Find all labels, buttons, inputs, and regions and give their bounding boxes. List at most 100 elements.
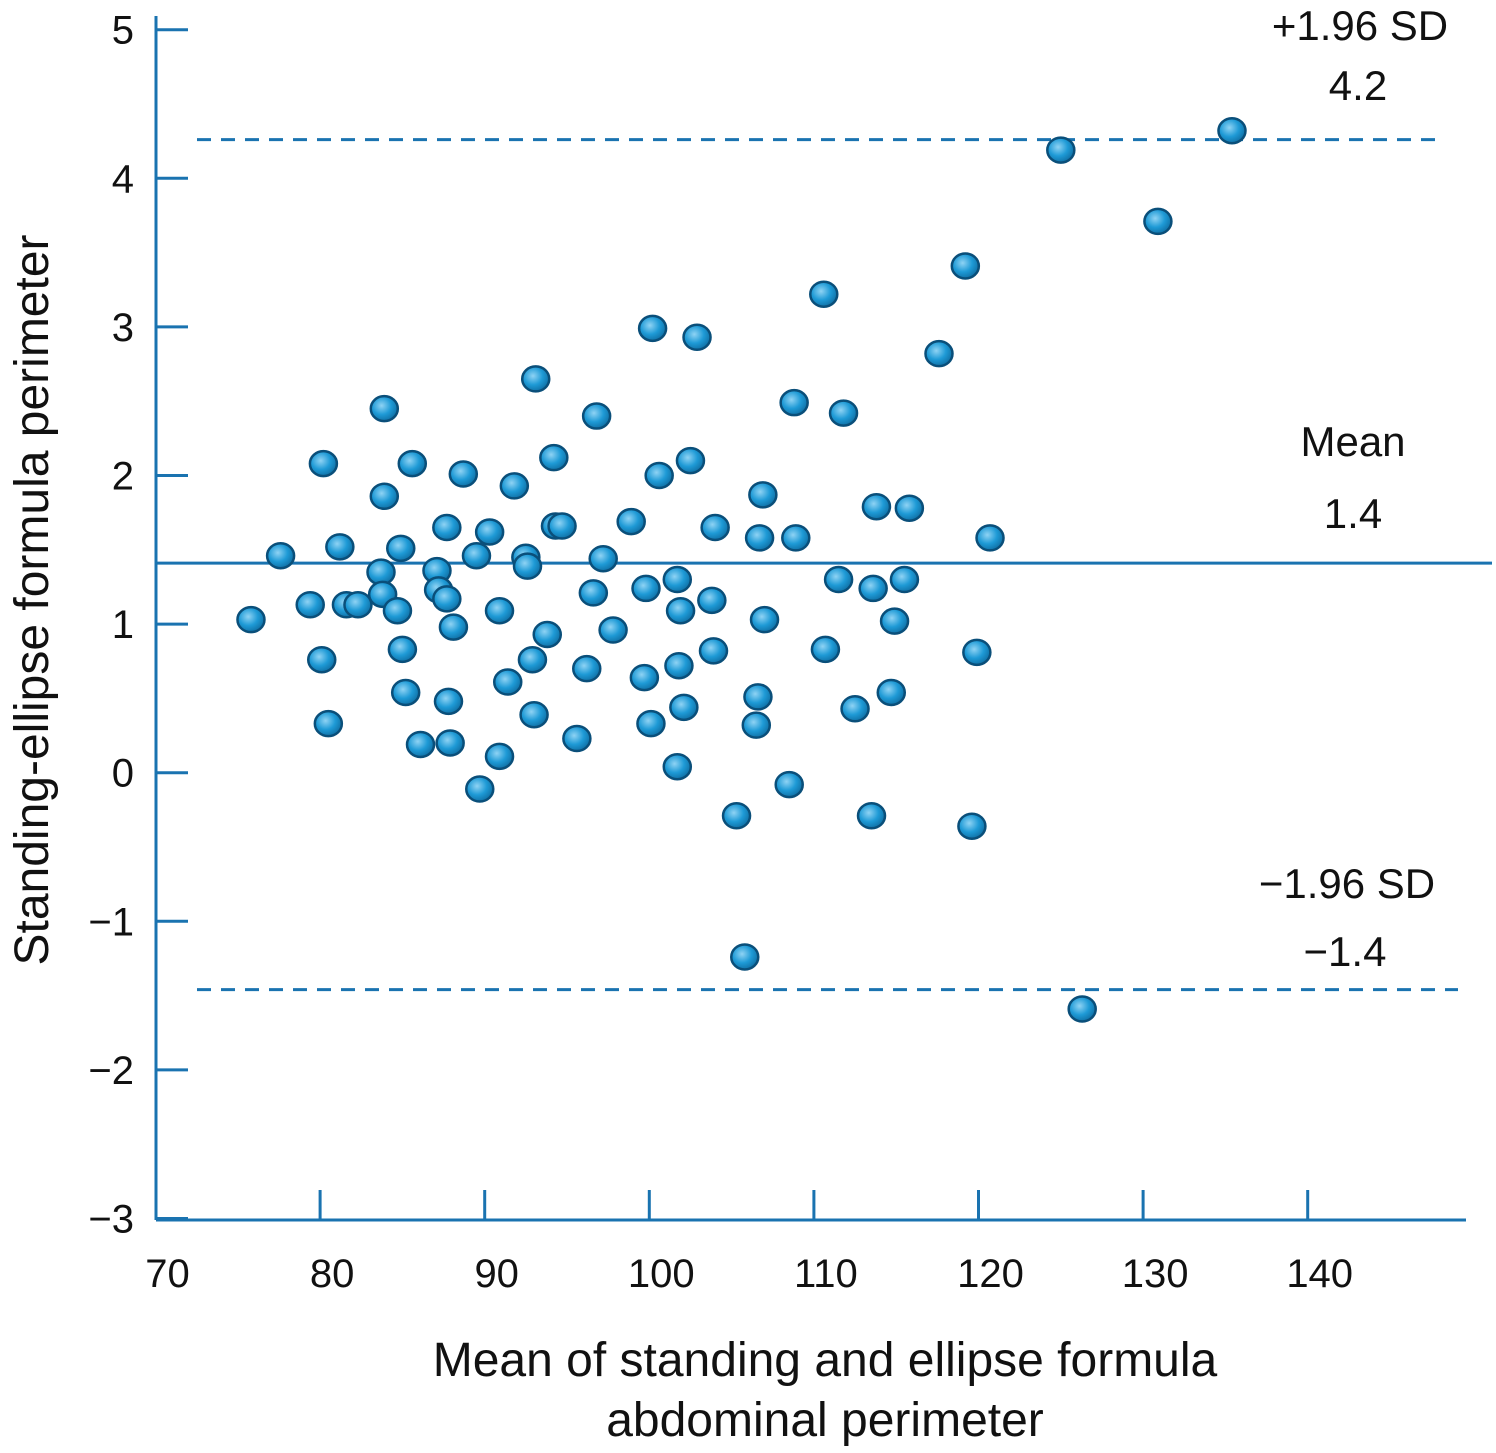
x-tick-label: 140	[1286, 1252, 1353, 1296]
data-point	[950, 252, 981, 280]
x-axis-ticks: 70 80 90 100 110 120 130 140	[145, 1190, 1353, 1296]
data-point	[664, 651, 694, 680]
x-tick-label: 90	[474, 1252, 519, 1296]
data-point	[662, 753, 693, 781]
data-point	[484, 742, 515, 771]
data-point	[616, 507, 646, 536]
data-point	[662, 565, 693, 594]
data-point	[894, 494, 925, 522]
data-point	[629, 663, 660, 692]
data-point	[387, 635, 418, 664]
data-point	[499, 472, 530, 500]
data-point	[588, 544, 618, 573]
data-point	[512, 552, 543, 580]
data-point	[265, 541, 296, 570]
y-tick-label: 1	[112, 603, 134, 647]
x-tick-label: 70	[145, 1252, 190, 1296]
lower-limit-label: −1.96 SD	[1259, 860, 1435, 907]
data-point	[636, 709, 666, 738]
data-point	[433, 687, 464, 716]
data-point	[369, 482, 400, 511]
reference-annotations: +1.96 SD 4.2 Mean 1.4 −1.96 SD −1.4	[1259, 2, 1448, 975]
mean-label: Mean	[1300, 418, 1405, 465]
data-point	[879, 607, 910, 635]
data-point	[810, 635, 841, 664]
data-point	[547, 512, 577, 540]
data-point	[520, 365, 551, 393]
data-point	[669, 693, 699, 722]
data-point	[749, 605, 780, 634]
data-point	[382, 596, 413, 625]
data-point	[744, 524, 775, 552]
data-point	[562, 724, 592, 753]
data-points	[236, 116, 1247, 1023]
data-point	[519, 700, 549, 729]
y-tick-label: −3	[88, 1198, 134, 1242]
x-tick-label: 80	[310, 1252, 355, 1296]
data-point	[438, 613, 469, 641]
x-tick-label: 100	[628, 1252, 695, 1296]
data-point	[539, 443, 569, 472]
data-point	[809, 280, 839, 308]
y-tick-label: 4	[112, 157, 134, 201]
data-point	[295, 591, 325, 619]
data-point	[644, 461, 674, 490]
data-point	[924, 339, 954, 368]
data-point	[840, 695, 870, 723]
data-point	[474, 518, 505, 546]
data-point	[1143, 207, 1173, 236]
y-tick-label: 2	[112, 455, 134, 499]
y-tick-label: 3	[112, 306, 134, 350]
data-point	[572, 654, 602, 683]
data-point	[675, 446, 706, 475]
data-point	[308, 449, 339, 478]
data-point	[432, 585, 462, 613]
data-point	[957, 812, 987, 840]
data-point	[313, 709, 344, 738]
data-point	[465, 775, 495, 803]
data-point	[698, 637, 729, 665]
data-point	[1067, 995, 1097, 1023]
data-point	[492, 668, 523, 696]
data-point	[578, 579, 609, 607]
data-point	[598, 616, 628, 644]
data-point	[325, 533, 355, 561]
data-point	[743, 683, 773, 711]
data-point	[781, 524, 811, 552]
data-point	[876, 678, 907, 707]
data-point	[405, 730, 436, 759]
data-point	[861, 492, 892, 521]
data-point	[697, 586, 727, 615]
data-point	[889, 565, 920, 594]
data-point	[682, 323, 712, 352]
data-point	[721, 802, 752, 830]
data-point	[1046, 136, 1076, 164]
data-point	[532, 620, 562, 649]
data-point	[858, 574, 888, 603]
data-point	[975, 524, 1005, 552]
data-point	[581, 402, 612, 430]
data-point	[730, 943, 760, 971]
y-axis-ticks: 5 4 3 2 1 0 −1 −2 −3	[88, 9, 188, 1242]
data-point	[741, 711, 772, 739]
x-tick-label: 110	[794, 1252, 858, 1296]
data-point	[343, 591, 373, 619]
data-point	[369, 394, 400, 423]
y-axis-title: Standing-ellipse formula perimeter	[6, 234, 59, 965]
x-tick-label: 130	[1122, 1252, 1189, 1296]
data-point	[631, 574, 661, 603]
y-tick-label: −1	[88, 900, 134, 944]
data-point	[432, 513, 462, 542]
y-tick-label: 0	[112, 752, 134, 796]
lower-limit-value: −1.4	[1304, 928, 1387, 975]
y-tick-label: −2	[88, 1049, 134, 1093]
data-point	[748, 481, 778, 509]
data-point	[779, 388, 809, 417]
data-point	[386, 534, 416, 563]
data-point	[236, 605, 266, 634]
data-point	[397, 449, 428, 478]
x-axis-title-line-2: abdominal perimeter	[606, 1394, 1044, 1447]
y-tick-label: 5	[112, 9, 134, 53]
data-point	[306, 646, 337, 674]
